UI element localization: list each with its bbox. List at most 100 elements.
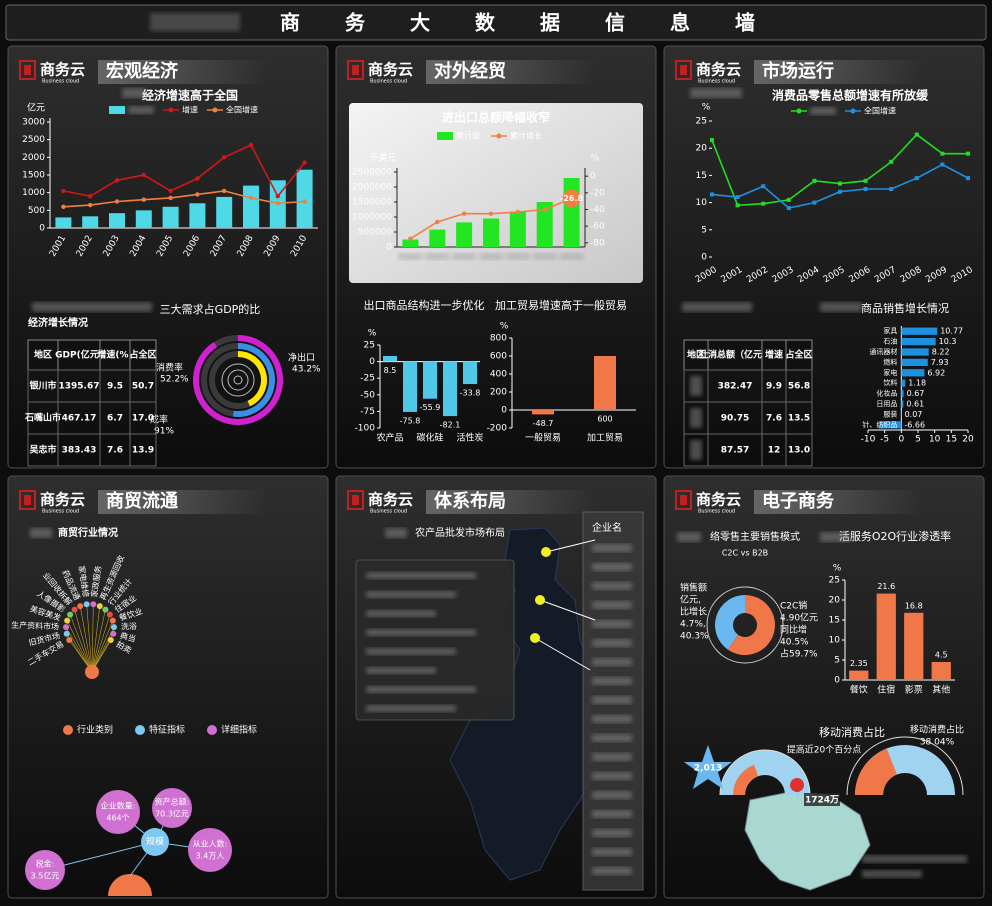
ring-core	[221, 363, 255, 397]
x-tick-label: -5	[880, 435, 889, 445]
chart-subtitle: 提高近20个百分点	[787, 744, 861, 756]
bar	[189, 203, 206, 228]
blurred-text	[592, 829, 632, 837]
map-marker	[790, 778, 805, 806]
data-label: 600	[597, 415, 612, 424]
y-tick-label: 3000	[22, 118, 45, 128]
blurred-text	[592, 639, 632, 647]
category-label: 日用品	[876, 400, 897, 408]
bar	[901, 369, 925, 377]
bar	[901, 348, 929, 356]
point	[838, 181, 842, 186]
ring-label: 成率	[150, 414, 168, 426]
point	[275, 194, 280, 199]
point	[889, 187, 894, 191]
table-cell	[129, 433, 157, 467]
section-title: 农产品批发市场布局	[415, 526, 505, 539]
blurred-text	[128, 106, 154, 114]
chart-title: 经济增速高于全国	[142, 88, 238, 103]
gauge-frame	[846, 736, 964, 796]
bar	[55, 217, 72, 228]
fan-root	[85, 665, 99, 679]
point	[761, 201, 766, 206]
point	[735, 203, 740, 208]
y-tick-label: -200	[487, 424, 508, 434]
blurred-text	[398, 253, 423, 260]
fan-line	[91, 614, 111, 673]
ring-core	[233, 375, 243, 385]
data-label: 8.5	[384, 366, 397, 375]
point	[435, 219, 440, 225]
y-tick-label: 1000	[22, 188, 45, 198]
axis-label: %	[500, 322, 509, 332]
bubble	[152, 788, 192, 828]
x-tick-label: 15	[946, 435, 957, 445]
legend-swatch	[207, 725, 217, 735]
blurred-text	[452, 253, 477, 260]
point	[838, 189, 842, 194]
table-header: 占全区	[785, 349, 812, 361]
fan-line	[91, 620, 114, 673]
map-point	[530, 633, 540, 643]
bubble-label: 从业人数:	[193, 839, 228, 849]
y-tick-label: 2000000	[352, 183, 392, 193]
bar	[402, 239, 419, 247]
bubble-label: 资产总额:	[155, 797, 190, 807]
logo-seal	[347, 60, 364, 80]
data-label: -75.8	[400, 416, 421, 425]
y-tick-label: 15	[696, 171, 707, 181]
gauge-value	[855, 748, 897, 795]
fan-node	[96, 603, 103, 610]
blurred-text	[366, 591, 456, 598]
bubble	[96, 790, 140, 834]
bar	[931, 662, 951, 680]
bubble-value: 70.3亿元	[155, 809, 189, 819]
legend-label: 特征指标	[149, 724, 185, 736]
x-tick-label: 0	[898, 435, 904, 445]
y-tick-label: -20	[590, 188, 605, 198]
category-label: 家具	[883, 326, 897, 335]
point	[61, 204, 66, 209]
y-tick-label: 15	[829, 616, 840, 626]
pie-slice	[715, 595, 745, 650]
axis-label: %	[702, 103, 711, 113]
logo-tagline: Business cloud	[42, 79, 79, 85]
x-tick-label: 10	[929, 435, 941, 445]
pie-annotation: 亿元,	[680, 594, 701, 606]
bubble-value: 3.5亿元	[31, 871, 60, 881]
ring-value: 91%	[154, 427, 174, 437]
point	[168, 195, 173, 201]
panel-title: 商贸流通	[106, 490, 178, 512]
blurred-text	[592, 867, 632, 875]
fan-line	[91, 627, 115, 673]
point	[195, 192, 200, 197]
pie-slice	[727, 595, 775, 655]
pie-ring	[706, 586, 784, 664]
table-header: GDP(亿元)	[55, 349, 103, 361]
y-tick-label: 5	[701, 225, 707, 235]
legend-label: 增速	[182, 105, 198, 115]
x-tick-label: 活性炭	[456, 432, 483, 444]
fan-label: 洗浴	[121, 621, 137, 632]
chart-title: 进出口总额降幅收窄	[442, 110, 550, 125]
point	[786, 206, 791, 211]
chart-title: 加工贸易增速高于一般贸易	[495, 298, 627, 312]
title-band	[754, 60, 924, 84]
bar	[463, 361, 477, 385]
legend-swatch	[135, 725, 145, 735]
point	[710, 192, 714, 197]
bar	[901, 327, 938, 335]
y-tick-label: 0	[834, 676, 840, 686]
fan-line	[69, 614, 93, 673]
fan-node	[110, 630, 117, 637]
y-tick-label: -80	[590, 238, 605, 248]
y-tick-label: 25	[829, 576, 840, 586]
legend-swatch	[212, 107, 218, 113]
x-tick-label: 影票	[905, 685, 923, 696]
data-label: -33.8	[460, 389, 481, 398]
bar	[109, 213, 125, 228]
category-label: 饮料	[883, 378, 897, 387]
table-header: 增速	[765, 349, 783, 361]
y-tick-label: 400	[490, 370, 507, 380]
